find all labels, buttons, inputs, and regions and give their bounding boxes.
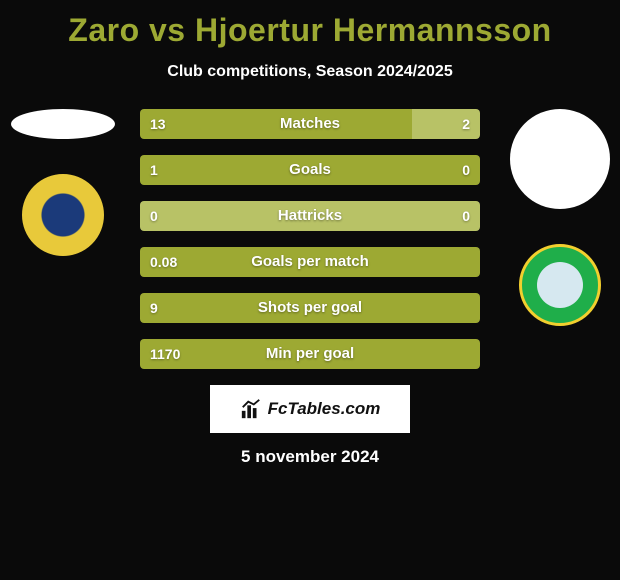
stat-row: 13Matches2 [140, 109, 480, 139]
stat-bar-left [140, 109, 412, 139]
stat-row: 9Shots per goal [140, 293, 480, 323]
stat-value-left: 13 [150, 109, 166, 139]
club-left-badge [22, 174, 104, 256]
stat-value-right: 0 [462, 201, 470, 231]
stats-bars: 13Matches2 1Goals0 0Hattricks0 0.08Goals pe… [140, 109, 480, 369]
stat-value-left: 1 [150, 155, 158, 185]
player-right-avatar [510, 109, 610, 209]
stat-value-left: 1170 [150, 339, 180, 369]
chart-icon [240, 398, 262, 420]
player-right-column [510, 109, 610, 331]
comparison-panel: 13Matches2 1Goals0 0Hattricks0 0.08Goals pe… [0, 109, 620, 467]
stat-row: 0.08Goals per match [140, 247, 480, 277]
stat-bar-left [140, 247, 480, 277]
page-title: Zaro vs Hjoertur Hermannsson [0, 0, 620, 49]
player-left-column [8, 109, 118, 261]
stat-value-left: 0.08 [150, 247, 177, 277]
stat-row: 1Goals0 [140, 155, 480, 185]
stat-value-right: 0 [462, 155, 470, 185]
stat-bar-left [140, 339, 480, 369]
stat-row: 0Hattricks0 [140, 201, 480, 231]
brand-badge: FcTables.com [210, 385, 410, 433]
date-text: 5 november 2024 [0, 447, 620, 467]
player-left-avatar [11, 109, 115, 139]
stat-bar-right [140, 201, 480, 231]
stat-bar-left [140, 293, 480, 323]
subtitle: Club competitions, Season 2024/2025 [0, 63, 620, 81]
stat-row: 1170Min per goal [140, 339, 480, 369]
stat-value-left: 9 [150, 293, 158, 323]
stat-bar-left [140, 155, 480, 185]
brand-text: FcTables.com [268, 399, 381, 419]
stat-value-right: 2 [462, 109, 470, 139]
stat-value-left: 0 [150, 201, 158, 231]
club-right-badge [519, 244, 601, 326]
